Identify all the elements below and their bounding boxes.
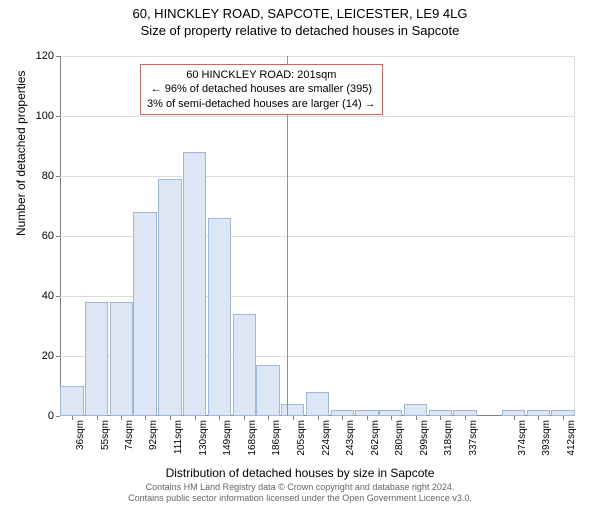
xtick-mark	[538, 416, 539, 420]
xtick-label: 412sqm	[566, 420, 577, 456]
xtick-mark	[440, 416, 441, 420]
histogram-bar	[60, 386, 84, 416]
xtick-mark	[514, 416, 515, 420]
histogram-bar	[85, 302, 109, 416]
gridline-h	[60, 116, 575, 117]
xtick-mark	[219, 416, 220, 420]
ytick-label: 20	[42, 350, 60, 362]
xtick-mark	[72, 416, 73, 420]
histogram-bar	[306, 392, 330, 416]
histogram-bar	[158, 179, 182, 416]
annotation-line-1: 60 HINCKLEY ROAD: 201sqm	[147, 68, 376, 82]
xtick-label: 74sqm	[124, 420, 135, 450]
gridline-h	[60, 176, 575, 177]
xtick-label: 224sqm	[321, 420, 332, 456]
histogram-bar	[208, 218, 232, 416]
ytick-label: 40	[42, 290, 60, 302]
histogram-bar	[404, 404, 428, 416]
xtick-mark	[416, 416, 417, 420]
annotation-line-2: ← 96% of detached houses are smaller (39…	[147, 82, 376, 96]
xtick-mark	[367, 416, 368, 420]
y-axis-label: Number of detached properties	[14, 71, 28, 236]
xtick-label: 374sqm	[517, 420, 528, 456]
xtick-mark	[563, 416, 564, 420]
xtick-label: 393sqm	[541, 420, 552, 456]
xtick-mark	[170, 416, 171, 420]
xtick-mark	[244, 416, 245, 420]
xtick-label: 205sqm	[296, 420, 307, 456]
histogram-bar	[256, 365, 280, 416]
xtick-label: 299sqm	[419, 420, 430, 456]
footer-line-1: Contains HM Land Registry data © Crown c…	[0, 482, 600, 493]
histogram-bar	[110, 302, 134, 416]
page-subtitle: Size of property relative to detached ho…	[0, 23, 600, 38]
plot-region: 02040608010012036sqm55sqm74sqm92sqm111sq…	[60, 56, 575, 416]
histogram-bar	[233, 314, 257, 416]
page-title: 60, HINCKLEY ROAD, SAPCOTE, LEICESTER, L…	[0, 6, 600, 21]
ytick-label: 100	[36, 110, 60, 122]
xtick-mark	[318, 416, 319, 420]
ytick-label: 80	[42, 170, 60, 182]
histogram-bar	[183, 152, 207, 416]
xtick-mark	[391, 416, 392, 420]
ytick-label: 0	[48, 410, 60, 422]
xtick-mark	[342, 416, 343, 420]
xtick-label: 243sqm	[345, 420, 356, 456]
chart-area: 02040608010012036sqm55sqm74sqm92sqm111sq…	[60, 56, 575, 416]
xtick-mark	[268, 416, 269, 420]
histogram-bar	[281, 404, 305, 416]
xtick-label: 55sqm	[100, 420, 111, 450]
xtick-label: 168sqm	[247, 420, 258, 456]
xtick-mark	[195, 416, 196, 420]
xtick-label: 262sqm	[370, 420, 381, 456]
xtick-mark	[97, 416, 98, 420]
ytick-label: 120	[36, 50, 60, 62]
xtick-label: 111sqm	[173, 420, 184, 454]
xtick-label: 280sqm	[394, 420, 405, 456]
footer-attribution: Contains HM Land Registry data © Crown c…	[0, 482, 600, 504]
xtick-mark	[145, 416, 146, 420]
annotation-box: 60 HINCKLEY ROAD: 201sqm← 96% of detache…	[140, 64, 383, 115]
xtick-label: 318sqm	[443, 420, 454, 456]
xtick-mark	[293, 416, 294, 420]
xtick-mark	[121, 416, 122, 420]
xtick-label: 186sqm	[271, 420, 282, 456]
xtick-label: 92sqm	[148, 420, 159, 450]
histogram-bar	[133, 212, 157, 416]
axis-top	[60, 56, 575, 57]
xtick-mark	[465, 416, 466, 420]
x-axis-label: Distribution of detached houses by size …	[0, 466, 600, 480]
annotation-line-3: 3% of semi-detached houses are larger (1…	[147, 97, 376, 111]
xtick-label: 337sqm	[468, 420, 479, 456]
ytick-label: 60	[42, 230, 60, 242]
xtick-label: 130sqm	[198, 420, 209, 456]
footer-line-2: Contains public sector information licen…	[0, 493, 600, 504]
xtick-label: 149sqm	[222, 420, 233, 456]
xtick-label: 36sqm	[75, 420, 86, 450]
